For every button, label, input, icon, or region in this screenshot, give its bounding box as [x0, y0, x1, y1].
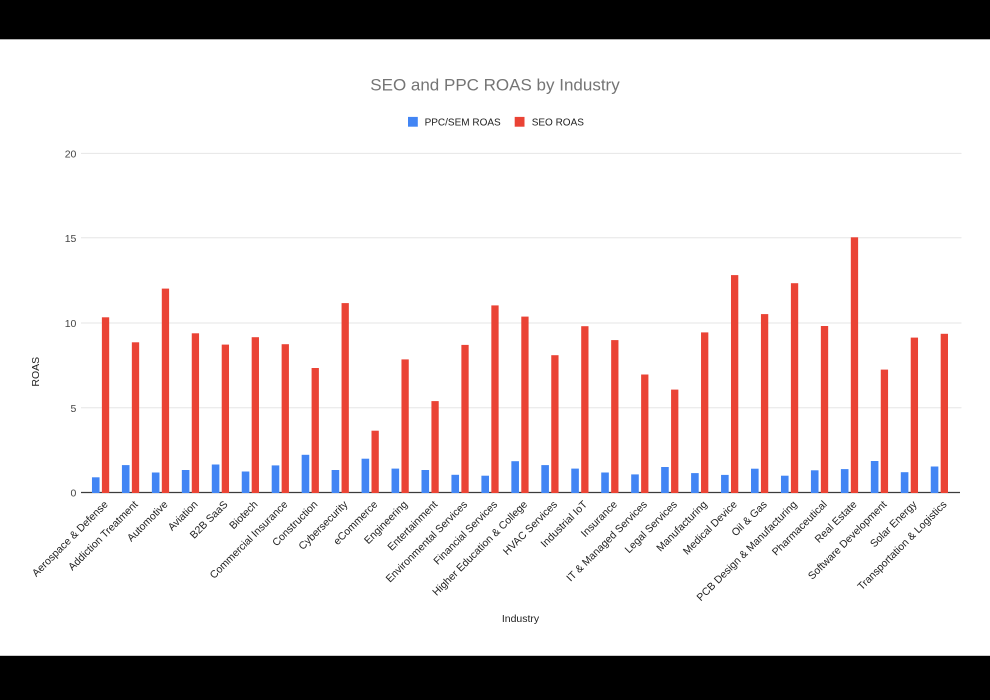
svg-text:0: 0: [71, 487, 77, 499]
svg-text:10: 10: [65, 318, 77, 330]
svg-text:SEO and PPC ROAS by Industry: SEO and PPC ROAS by Industry: [370, 76, 620, 95]
svg-text:20: 20: [65, 149, 77, 161]
svg-text:SEO ROAS: SEO ROAS: [532, 117, 585, 128]
svg-text:15: 15: [65, 233, 77, 245]
svg-text:ROAS: ROAS: [30, 357, 42, 387]
svg-text:PPC/SEM ROAS: PPC/SEM ROAS: [425, 117, 501, 128]
svg-text:5: 5: [71, 403, 77, 415]
svg-text:Industry: Industry: [502, 613, 540, 625]
